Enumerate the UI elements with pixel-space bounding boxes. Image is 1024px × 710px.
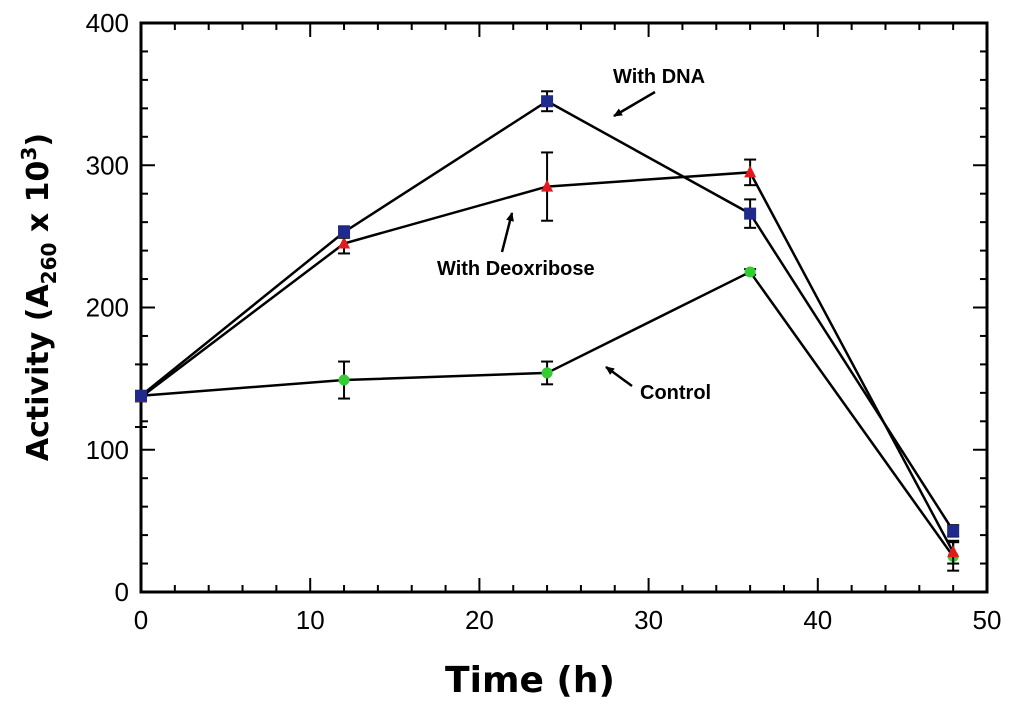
x-tick-label: 10 <box>296 605 325 635</box>
series-marks-with-deoxribose <box>135 151 960 565</box>
y-tick-label: 200 <box>86 293 129 323</box>
data-point-circle <box>338 374 350 386</box>
y-tick-label: 400 <box>86 8 129 38</box>
y-axis-title-prefix: Activity (A <box>21 284 56 462</box>
x-axis-title: Time (h) <box>445 660 615 701</box>
y-axis-title-superscript: 3 <box>17 147 41 161</box>
y-tick-label: 300 <box>86 150 129 180</box>
x-tick-label: 30 <box>634 605 663 635</box>
plot-frame <box>139 21 989 594</box>
x-tick-label: 0 <box>134 605 148 635</box>
annotation-arrow <box>500 212 514 253</box>
y-axis-title-subscript: 260 <box>37 243 61 285</box>
data-point-square <box>338 226 351 239</box>
data-point-circle <box>541 367 553 379</box>
y-tick-label: 0 <box>115 577 129 607</box>
y-axis-title: Activity (A260 x 103) <box>17 133 61 461</box>
data-point-square <box>947 524 960 537</box>
x-tick-label: 50 <box>973 605 1002 635</box>
data-point-circle <box>744 266 756 278</box>
data-point-triangle <box>947 545 960 558</box>
x-tick-label: 20 <box>465 605 494 635</box>
data-point-square <box>541 95 554 108</box>
y-tick-label: 100 <box>86 435 129 465</box>
data-point-square <box>135 389 147 402</box>
annotation-label: With Deoxribose <box>437 258 595 280</box>
y-axis-title-suffix: ) <box>21 133 56 147</box>
series-control <box>140 270 955 558</box>
data-point-triangle <box>541 179 554 192</box>
y-axis-title-middle: x 10 <box>21 161 56 243</box>
x-tick-label: 40 <box>803 605 832 635</box>
series-marks-with-dna <box>135 90 960 538</box>
annotation-label: Control <box>640 382 711 404</box>
series-line <box>140 270 955 558</box>
data-point-square <box>744 207 757 220</box>
annotation-label: With DNA <box>613 66 705 88</box>
annotation-arrow <box>613 90 656 118</box>
data-point-triangle <box>338 236 351 249</box>
data-point-triangle <box>744 165 757 178</box>
series-marks-control <box>135 266 960 572</box>
annotation-arrow <box>605 365 633 388</box>
